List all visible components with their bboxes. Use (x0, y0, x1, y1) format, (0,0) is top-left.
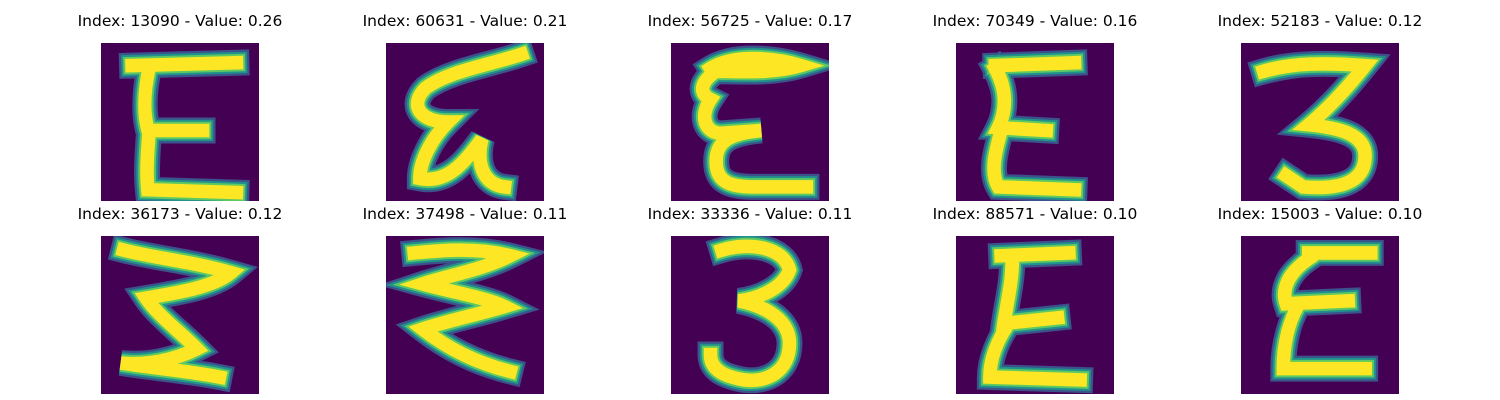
image-panel: Index: 36173 - Value: 0.12 (55, 203, 305, 394)
digit-image (1241, 236, 1399, 394)
stroke-core (399, 243, 530, 380)
image-panel: Index: 13090 - Value: 0.26 (55, 10, 305, 201)
image-panel: Index: 56725 - Value: 0.17 (625, 10, 875, 201)
image-panel: Index: 33336 - Value: 0.11 (625, 203, 875, 394)
stroke-core (695, 51, 825, 194)
digit-glyph-svg (386, 236, 544, 394)
panel-title: Index: 15003 - Value: 0.10 (1217, 205, 1423, 223)
panel-title: Index: 37498 - Value: 0.11 (362, 205, 568, 223)
digit-glyph-svg (1241, 43, 1399, 201)
image-panel: Index: 37498 - Value: 0.11 (340, 203, 590, 394)
image-panel: Index: 88571 - Value: 0.10 (910, 203, 1160, 394)
panel-title: Index: 56725 - Value: 0.17 (647, 12, 853, 30)
digit-image (101, 236, 259, 394)
digit-image (671, 236, 829, 394)
digit-glyph-svg (101, 43, 259, 201)
digit-glyph-svg (1241, 236, 1399, 394)
digit-image (671, 43, 829, 201)
panel-title: Index: 52183 - Value: 0.12 (1217, 12, 1423, 30)
digit-glyph-svg (671, 43, 829, 201)
stroke-core (410, 45, 530, 195)
digit-glyph-svg (386, 43, 544, 201)
panel-title: Index: 13090 - Value: 0.26 (77, 12, 283, 30)
image-panel: Index: 52183 - Value: 0.12 (1195, 10, 1445, 201)
panel-title: Index: 88571 - Value: 0.10 (932, 205, 1138, 223)
digit-image (101, 43, 259, 201)
digit-glyph-svg (671, 236, 829, 394)
digit-image (956, 236, 1114, 394)
stroke-core (1276, 246, 1378, 376)
image-panel: Index: 15003 - Value: 0.10 (1195, 203, 1445, 394)
panel-title: Index: 60631 - Value: 0.21 (362, 12, 568, 30)
stroke-core (983, 245, 1088, 387)
panel-title: Index: 33336 - Value: 0.11 (647, 205, 853, 223)
panel-title: Index: 36173 - Value: 0.12 (77, 205, 283, 223)
stroke-core (703, 239, 797, 388)
stroke-core (1255, 57, 1379, 195)
stroke-core (115, 241, 245, 386)
image-panel: Index: 60631 - Value: 0.21 (340, 10, 590, 201)
image-panel: Index: 70349 - Value: 0.16 (910, 10, 1160, 201)
panel-title: Index: 70349 - Value: 0.16 (932, 12, 1138, 30)
digit-glyph-svg (956, 236, 1114, 394)
digit-image (386, 43, 544, 201)
digit-image (386, 236, 544, 394)
digit-glyph-svg (956, 43, 1114, 201)
stroke-core (125, 55, 244, 200)
digit-glyph-svg (101, 236, 259, 394)
digit-image (956, 43, 1114, 201)
digit-image (1241, 43, 1399, 201)
stroke-core (986, 55, 1082, 197)
